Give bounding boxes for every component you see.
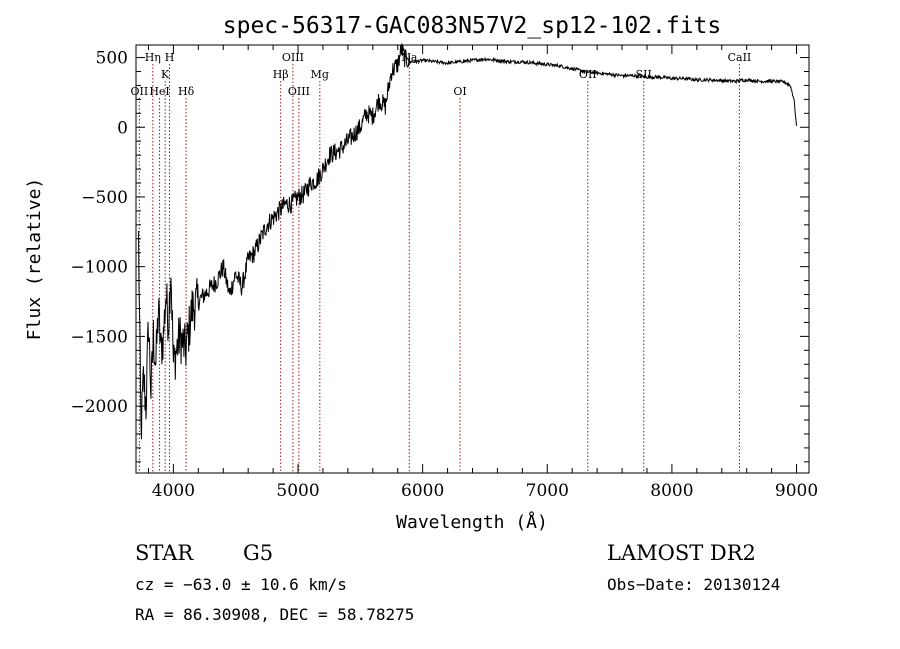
ra-dec-coordinates: RA = 86.30908, DEC = 58.78275	[135, 605, 414, 624]
x-tick-label: 5000	[276, 481, 319, 501]
y-axis-label: Flux (relative)	[24, 178, 45, 341]
y-tick-label: −500	[81, 188, 128, 208]
spectral-line-label: Mg	[311, 68, 329, 81]
spectral-line-label: CaII	[728, 51, 752, 64]
spectral-line-label: OI	[453, 85, 466, 98]
y-tick-label: −2000	[70, 397, 128, 417]
spectral-line-label: Hη	[145, 51, 161, 64]
spectral-line-label: Hβ	[273, 68, 289, 81]
spectral-line-markers	[138, 64, 740, 473]
spectral-line-label: OIII	[282, 51, 304, 64]
spectral-line-label: OIII	[288, 85, 310, 98]
plot-frame	[135, 44, 810, 474]
x-tick-label: 9000	[775, 481, 818, 501]
x-tick-label: 6000	[401, 481, 444, 501]
spectral-line-label: K	[161, 68, 170, 81]
spectral-line-label: HeI	[149, 85, 169, 98]
chart-title: spec-56317-GAC083N57V2_sp12-102.fits	[223, 13, 722, 39]
spectral-line-label: SII	[636, 68, 652, 81]
spectrum-series-line	[138, 43, 797, 440]
spectral-line-label: OII	[579, 68, 597, 81]
y-tick-label: −1000	[70, 258, 128, 278]
observation-date: Obs−Date: 20130124	[607, 575, 780, 594]
x-axis-ticks: 4000 5000 6000 7000 8000 9000	[147, 45, 818, 501]
spectrum-series-group	[138, 43, 797, 440]
x-axis-label: Wavelength (Å)	[396, 511, 548, 533]
spectral-line-label: OII	[131, 85, 149, 98]
spectral-line-label: H	[165, 51, 175, 64]
x-tick-label: 4000	[152, 481, 195, 501]
x-tick-label: 7000	[526, 481, 569, 501]
survey-name: LAMOST DR2	[607, 541, 756, 565]
y-tick-label: 0	[117, 118, 128, 138]
object-subclass: G5	[243, 541, 273, 565]
object-class: STAR	[135, 541, 194, 565]
x-tick-label: 8000	[650, 481, 693, 501]
redshift-cz: cz = −63.0 ± 10.6 km/s	[135, 575, 347, 594]
y-tick-label: 500	[96, 49, 128, 69]
y-tick-label: −1500	[70, 327, 128, 347]
spectral-line-label: Hδ	[178, 85, 195, 98]
y-axis-ticks: −2000 −1500 −1000 −500 0 500	[70, 49, 809, 463]
